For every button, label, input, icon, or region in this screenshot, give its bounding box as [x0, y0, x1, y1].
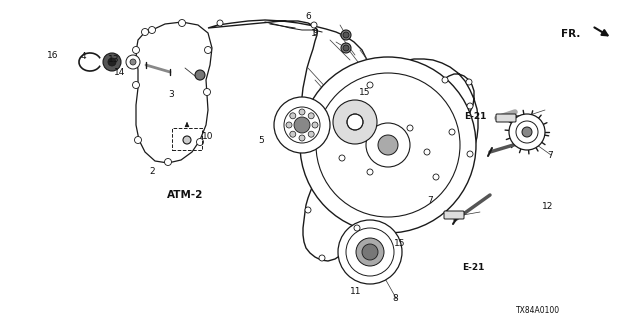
Polygon shape — [136, 22, 212, 163]
Circle shape — [286, 122, 292, 128]
Circle shape — [183, 136, 191, 144]
Circle shape — [132, 46, 140, 53]
Text: 8: 8 — [393, 294, 398, 303]
Circle shape — [362, 244, 378, 260]
Circle shape — [290, 131, 296, 137]
Circle shape — [312, 122, 318, 128]
Circle shape — [205, 46, 211, 53]
Circle shape — [467, 103, 473, 109]
Circle shape — [378, 135, 398, 155]
Text: E-21: E-21 — [464, 112, 486, 121]
Circle shape — [316, 73, 460, 217]
Circle shape — [164, 158, 172, 165]
Circle shape — [141, 28, 148, 36]
Circle shape — [516, 121, 538, 143]
Text: 1: 1 — [311, 29, 316, 38]
Circle shape — [341, 43, 351, 53]
Circle shape — [367, 82, 373, 88]
Text: 15: 15 — [394, 239, 406, 248]
Circle shape — [346, 228, 394, 276]
Circle shape — [217, 20, 223, 26]
Circle shape — [294, 117, 310, 133]
Circle shape — [442, 77, 448, 83]
Circle shape — [509, 114, 545, 150]
Circle shape — [300, 57, 476, 233]
Text: 15: 15 — [359, 88, 371, 97]
Text: 7: 7 — [428, 196, 433, 205]
Text: 5: 5 — [259, 136, 264, 145]
Circle shape — [274, 97, 330, 153]
Text: 4: 4 — [81, 52, 86, 60]
Circle shape — [339, 155, 345, 161]
Circle shape — [148, 27, 156, 34]
Circle shape — [356, 238, 384, 266]
Circle shape — [299, 109, 305, 115]
Circle shape — [179, 20, 186, 27]
Text: FR.: FR. — [561, 28, 580, 39]
Circle shape — [466, 79, 472, 85]
Text: 16: 16 — [47, 51, 59, 60]
Text: 11: 11 — [350, 287, 362, 296]
Text: 9: 9 — [313, 28, 318, 36]
Text: 2: 2 — [150, 167, 155, 176]
Circle shape — [333, 100, 377, 144]
Circle shape — [367, 169, 373, 175]
Text: ATM-2: ATM-2 — [168, 190, 204, 200]
Circle shape — [130, 59, 136, 65]
Circle shape — [132, 82, 140, 89]
Circle shape — [196, 139, 204, 146]
Polygon shape — [208, 20, 478, 261]
Text: 10: 10 — [202, 132, 214, 141]
Circle shape — [467, 151, 473, 157]
Circle shape — [308, 131, 314, 137]
FancyBboxPatch shape — [444, 211, 464, 219]
Circle shape — [343, 45, 349, 51]
Circle shape — [195, 70, 205, 80]
Circle shape — [366, 123, 410, 167]
Text: E-21: E-21 — [463, 263, 484, 272]
Circle shape — [433, 174, 439, 180]
Circle shape — [308, 113, 314, 119]
Circle shape — [108, 58, 116, 66]
Circle shape — [204, 89, 211, 95]
Circle shape — [126, 55, 140, 69]
Circle shape — [319, 255, 325, 261]
FancyBboxPatch shape — [496, 114, 516, 122]
Circle shape — [354, 225, 360, 231]
Circle shape — [407, 125, 413, 131]
Circle shape — [522, 127, 532, 137]
Text: 12: 12 — [542, 202, 554, 211]
Circle shape — [284, 107, 320, 143]
Circle shape — [449, 129, 455, 135]
Circle shape — [103, 53, 121, 71]
Text: 7: 7 — [548, 151, 553, 160]
Circle shape — [299, 135, 305, 141]
Circle shape — [424, 149, 430, 155]
Circle shape — [290, 113, 296, 119]
Circle shape — [311, 22, 317, 28]
Circle shape — [305, 207, 311, 213]
Circle shape — [338, 220, 402, 284]
Text: TX84A0100: TX84A0100 — [516, 306, 559, 315]
Text: 13: 13 — [108, 55, 119, 64]
Circle shape — [343, 32, 349, 38]
Circle shape — [347, 114, 363, 130]
Text: 6: 6 — [306, 12, 311, 20]
Text: 14: 14 — [114, 68, 125, 77]
Text: 3: 3 — [168, 90, 173, 99]
Circle shape — [134, 137, 141, 143]
Circle shape — [341, 30, 351, 40]
